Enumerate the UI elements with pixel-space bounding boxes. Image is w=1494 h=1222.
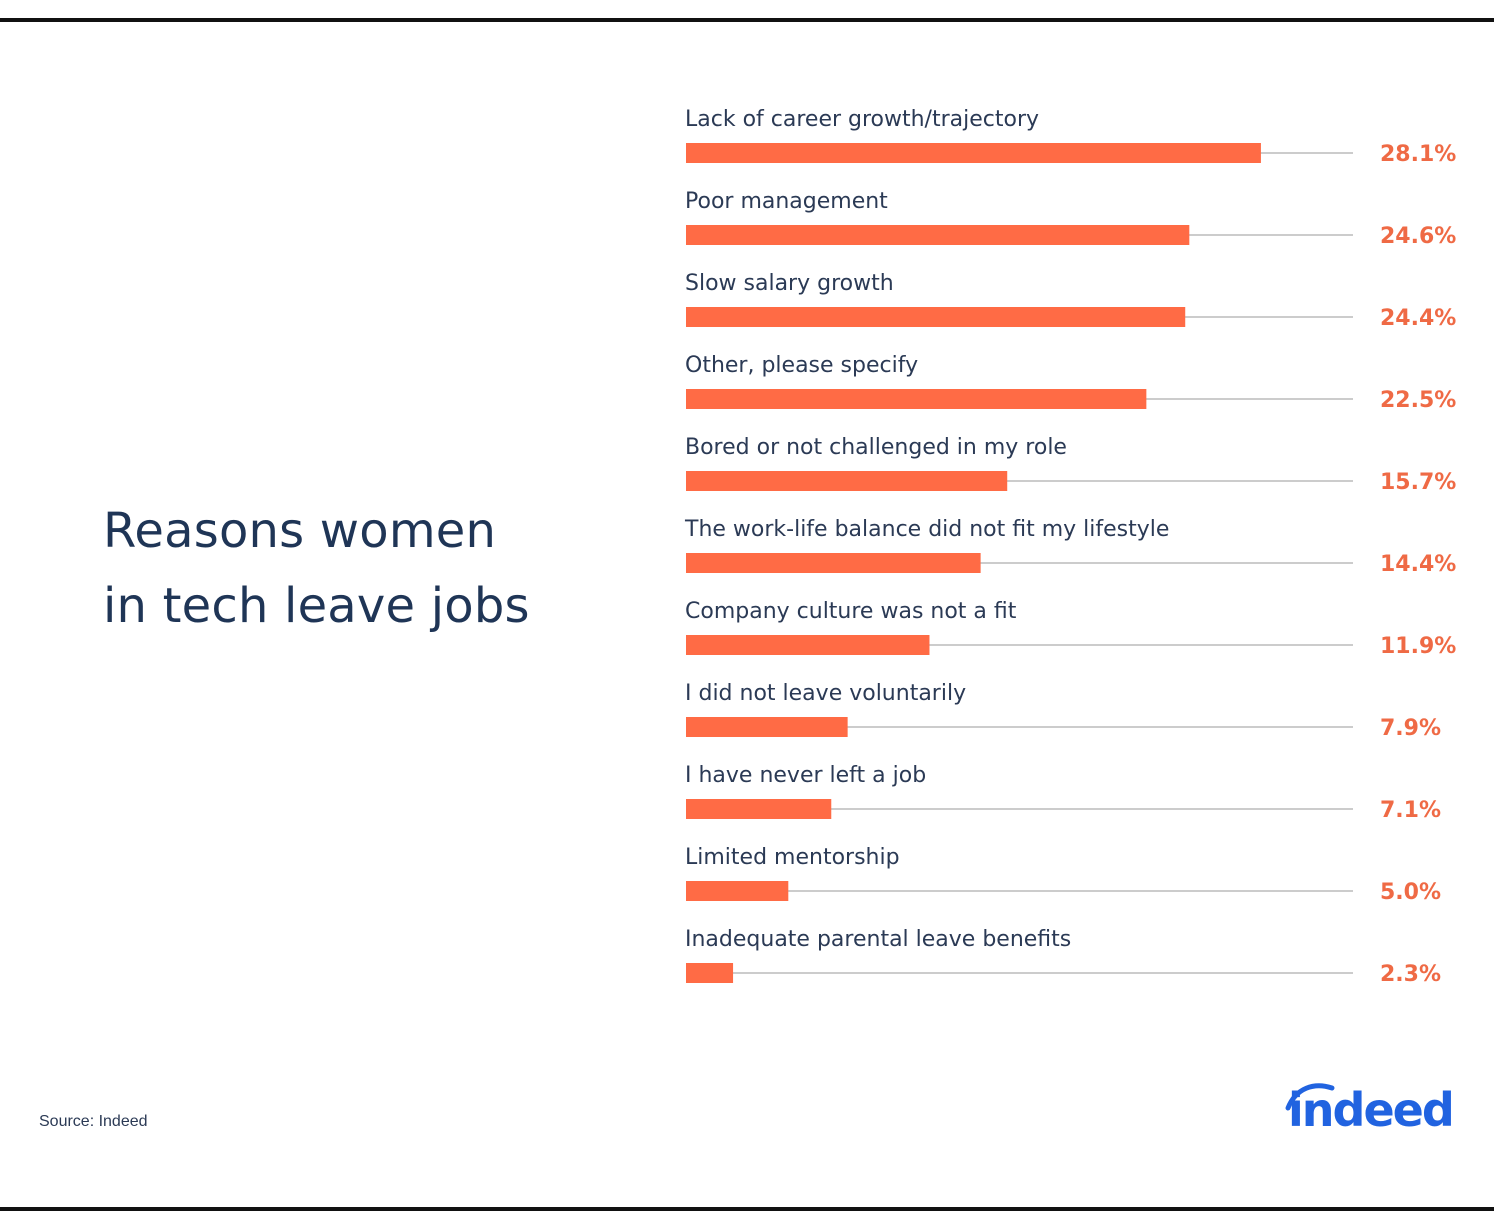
bottom-border (0, 1207, 1494, 1211)
source-note: Source: Indeed (39, 1113, 148, 1130)
indeed-logo: indeed (1284, 1078, 1460, 1138)
bar (686, 553, 981, 573)
value-label: 11.9% (1380, 634, 1456, 659)
category-label: Company culture was not a fit (685, 599, 1017, 624)
value-label: 28.1% (1380, 142, 1456, 167)
bar (686, 225, 1190, 245)
bar-row: I did not leave voluntarily 7.9% (685, 681, 1441, 741)
category-label: Limited mentorship (685, 845, 900, 870)
bar-row: Inadequate parental leave benefits 2.3% (685, 927, 1441, 987)
bar (686, 717, 848, 737)
bar-row: Company culture was not a fit 11.9% (685, 599, 1456, 659)
bar (686, 635, 930, 655)
value-label: 22.5% (1380, 388, 1456, 413)
bar (686, 963, 734, 983)
category-label: Inadequate parental leave benefits (685, 927, 1071, 952)
indeed-logo-arc-icon (1285, 1083, 1335, 1111)
bar (686, 143, 1261, 163)
top-border (0, 18, 1494, 22)
value-label: 7.1% (1380, 798, 1441, 823)
bar-row: I have never left a job 7.1% (685, 763, 1441, 823)
category-label: I did not leave voluntarily (685, 681, 966, 706)
value-label: 2.3% (1380, 962, 1441, 987)
value-label: 24.4% (1380, 306, 1456, 331)
category-label: Slow salary growth (685, 271, 894, 296)
value-label: 5.0% (1380, 880, 1441, 905)
category-label: I have never left a job (685, 763, 926, 788)
value-label: 24.6% (1380, 224, 1456, 249)
bar (686, 307, 1186, 327)
bar (686, 799, 832, 819)
bar (686, 881, 789, 901)
value-label: 7.9% (1380, 716, 1441, 741)
title-line-1: Reasons women (103, 503, 497, 559)
bar-row: Slow salary growth 24.4% (685, 271, 1456, 331)
bar (686, 389, 1147, 409)
category-label: Other, please specify (685, 353, 918, 378)
category-label: Lack of career growth/trajectory (685, 107, 1039, 132)
chart-title: Reasons women in tech leave jobs (103, 494, 623, 644)
value-label: 15.7% (1380, 470, 1456, 495)
bar (686, 471, 1008, 491)
category-label: The work-life balance did not fit my lif… (684, 517, 1169, 542)
bar-row: Limited mentorship 5.0% (685, 845, 1441, 905)
category-label: Poor management (685, 189, 888, 214)
bar-row: The work-life balance did not fit my lif… (684, 517, 1456, 577)
bar-row: Bored or not challenged in my role 15.7% (685, 435, 1456, 495)
bar-row: Lack of career growth/trajectory 28.1% (685, 107, 1456, 167)
bar-row: Poor management 24.6% (685, 189, 1456, 249)
value-label: 14.4% (1380, 552, 1456, 577)
category-label: Bored or not challenged in my role (685, 435, 1067, 460)
bar-row: Other, please specify 22.5% (685, 353, 1456, 413)
title-line-2: in tech leave jobs (103, 578, 530, 634)
indeed-logo-text: indeed (1288, 1083, 1455, 1137)
